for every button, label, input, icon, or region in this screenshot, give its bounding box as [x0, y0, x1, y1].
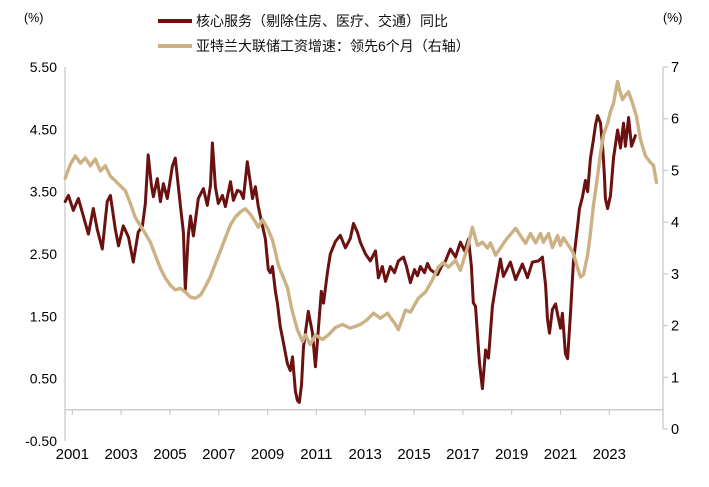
right-axis-label: 4 — [671, 215, 679, 231]
x-axis-label: 2011 — [300, 446, 332, 463]
legend: 核心服务（剔除住房、医疗、交通）同比 亚特兰大联储工资增速：领先6个月（右轴） — [158, 11, 470, 61]
right-axis-label: 6 — [671, 112, 679, 128]
left-axis-label: 1.50 — [30, 308, 57, 324]
right-axis-label: 2 — [671, 319, 679, 335]
right-axis-label: 1 — [671, 370, 679, 386]
legend-label-wage-growth: 亚特兰大联储工资增速：领先6个月（右轴） — [196, 38, 470, 54]
x-axis-label: 2005 — [153, 446, 186, 463]
x-axis-label: 2001 — [56, 446, 89, 463]
x-axis-label: 2003 — [104, 446, 137, 463]
x-axis-label: 2013 — [349, 446, 382, 463]
x-axis-label: 2007 — [202, 446, 235, 463]
right-axis-label: 7 — [671, 60, 679, 76]
left-axis-label: 0.50 — [30, 371, 57, 387]
right-axis-label: 0 — [671, 422, 679, 438]
legend-swatch-wage-growth-icon — [158, 44, 192, 48]
x-axis-label: 2023 — [593, 446, 626, 463]
right-axis-label: 3 — [671, 267, 679, 283]
x-axis-label: 2019 — [495, 446, 528, 463]
left-axis-label: 3.50 — [30, 184, 57, 200]
legend-item-wage-growth: 亚特兰大联储工资增速：领先6个月（右轴） — [158, 36, 470, 56]
legend-label-core-services: 核心服务（剔除住房、医疗、交通）同比 — [196, 13, 448, 29]
x-axis-label: 2009 — [251, 446, 284, 463]
right-axis-unit: (%) — [663, 11, 683, 25]
left-axis-label: 4.50 — [30, 121, 57, 137]
left-axis-label: -0.50 — [25, 433, 57, 449]
x-axis-label: 2015 — [397, 446, 430, 463]
series-line-core-services — [63, 114, 637, 404]
right-axis-label: 5 — [671, 163, 679, 179]
x-axis-label: 2021 — [544, 446, 577, 463]
left-axis-label: 2.50 — [30, 246, 57, 262]
series-line-wage-growth — [63, 79, 659, 347]
legend-item-core-services: 核心服务（剔除住房、医疗、交通）同比 — [158, 11, 470, 31]
x-axis-label: 2017 — [446, 446, 479, 463]
left-axis-label: 5.50 — [30, 59, 57, 75]
left-axis-unit: (%) — [24, 11, 44, 25]
legend-swatch-core-services-icon — [158, 19, 192, 23]
